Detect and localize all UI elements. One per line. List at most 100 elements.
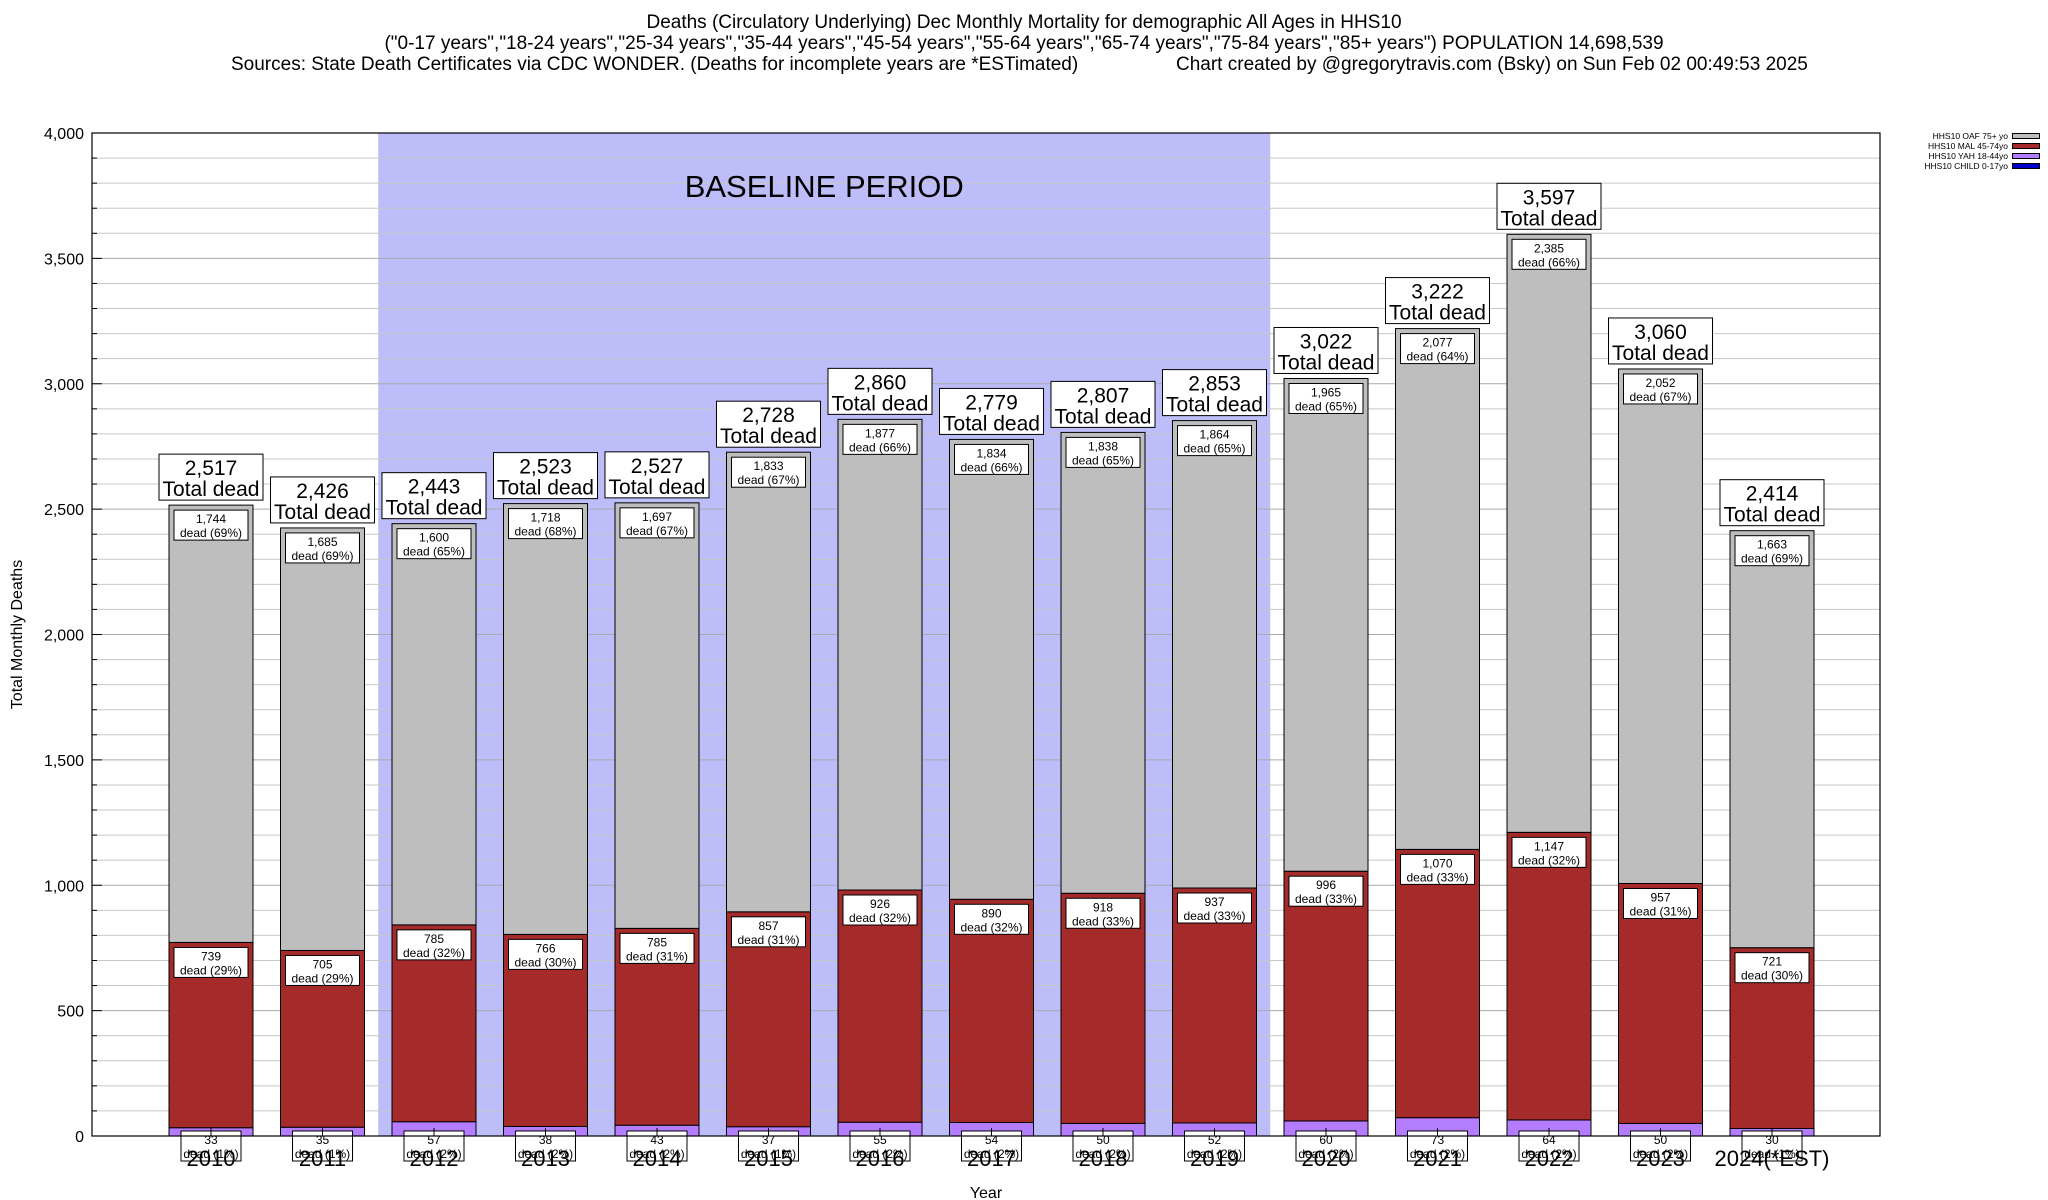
- label-mal-box: [173, 946, 249, 978]
- label-oaf-value: 1,864: [1199, 428, 1229, 442]
- label-mal-box: [508, 938, 583, 970]
- legend-label-mal: HHS10 MAL 45-74yo: [1927, 141, 2008, 151]
- y-tick-label: 2,000: [44, 628, 84, 645]
- legend-item-oaf: HHS10 OAF 75+ yo: [1880, 131, 2040, 141]
- label-total-text: Total dead: [1166, 394, 1263, 417]
- bar-mal: [1283, 870, 1369, 1122]
- x-tick-label: 2015: [744, 1146, 793, 1171]
- label-oaf-value: 1,718: [530, 511, 560, 525]
- label-mal-value: 785: [424, 932, 444, 946]
- label-total-box: [1385, 277, 1490, 325]
- bar-oaf: [1729, 530, 1815, 949]
- label-total-text: Total dead: [609, 476, 706, 499]
- bar-oaf: [837, 418, 923, 891]
- label-oaf-value: 1,697: [642, 510, 672, 524]
- label-mal-value: 721: [1762, 955, 1782, 969]
- x-tick-label: 2018: [1079, 1146, 1128, 1171]
- credit-text: Chart created by @gregorytravis.com (Bsk…: [1176, 54, 1808, 75]
- label-mal-value: 785: [647, 935, 667, 949]
- label-total-value: 2,414: [1746, 483, 1799, 506]
- label-mal-pct: dead (31%): [1629, 904, 1691, 918]
- legend-swatch-yah: [2012, 153, 2040, 159]
- label-oaf-box: [1623, 373, 1698, 405]
- label-total-box: [1162, 369, 1267, 417]
- x-axis-label: Year: [970, 1185, 1003, 1200]
- legend-swatch-child: [2012, 163, 2040, 169]
- label-mal-value: 1,147: [1534, 839, 1564, 853]
- legend: HHS10 OAF 75+ yo HHS10 MAL 45-74yo HHS10…: [1880, 131, 2040, 171]
- label-oaf-box: [1065, 436, 1141, 468]
- legend-label-yah: HHS10 YAH 18-44yo: [1928, 151, 2008, 161]
- label-total-value: 2,860: [854, 371, 907, 394]
- label-oaf-pct: dead (65%): [403, 545, 465, 559]
- label-total-text: Total dead: [720, 425, 817, 448]
- label-oaf-pct: dead (64%): [1406, 350, 1468, 364]
- label-mal-value: 705: [312, 957, 332, 971]
- x-tick-label: 2012: [410, 1146, 459, 1171]
- label-total-text: Total dead: [832, 392, 929, 415]
- label-mal-value: 739: [201, 949, 221, 963]
- bar-oaf: [1172, 420, 1257, 889]
- label-mal-box: [1177, 892, 1252, 924]
- label-total-box: [1050, 380, 1156, 428]
- label-total-value: 2,426: [296, 480, 349, 503]
- label-oaf-pct: dead (65%): [1072, 453, 1134, 467]
- x-tick-label: 2016: [856, 1146, 905, 1171]
- label-mal-box: [396, 929, 472, 961]
- legend-item-child: HHS10 CHILD 0-17yo: [1880, 161, 2040, 171]
- label-oaf-pct: dead (67%): [626, 524, 688, 538]
- bar-mal: [1506, 831, 1592, 1121]
- label-yah-pct: dead (2%): [1187, 1147, 1242, 1161]
- label-mal-pct: dead (32%): [403, 946, 465, 960]
- legend-label-oaf: HHS10 OAF 75+ yo: [1932, 131, 2008, 141]
- label-total-box: [381, 472, 487, 520]
- label-total-value: 3,597: [1523, 186, 1576, 209]
- label-total-value: 3,060: [1634, 321, 1687, 344]
- sources-text: Sources: State Death Certificates via CD…: [231, 54, 1079, 75]
- label-total-value: 2,443: [408, 476, 461, 499]
- bar-mal: [837, 889, 923, 1123]
- legend-item-yah: HHS10 YAH 18-44yo: [1880, 151, 2040, 161]
- label-oaf-box: [173, 509, 249, 541]
- label-oaf-pct: dead (65%): [1183, 442, 1245, 456]
- label-total-value: 2,527: [631, 455, 684, 478]
- label-oaf-pct: dead (65%): [1295, 399, 1357, 413]
- x-tick-label: 2019: [1190, 1146, 1239, 1171]
- label-mal-box: [842, 894, 918, 926]
- label-total-box: [1719, 479, 1825, 527]
- label-oaf-pct: dead (69%): [1741, 552, 1803, 566]
- label-total-value: 2,853: [1188, 373, 1241, 396]
- label-total-text: Total dead: [1612, 342, 1709, 365]
- label-mal-box: [1065, 897, 1141, 929]
- label-oaf-box: [842, 423, 918, 455]
- label-oaf-pct: dead (67%): [1629, 390, 1691, 404]
- label-mal-pct: dead (30%): [1741, 969, 1803, 983]
- x-tick-label: 2013: [521, 1146, 570, 1171]
- bar-oaf: [949, 438, 1034, 900]
- label-total-box: [604, 451, 710, 499]
